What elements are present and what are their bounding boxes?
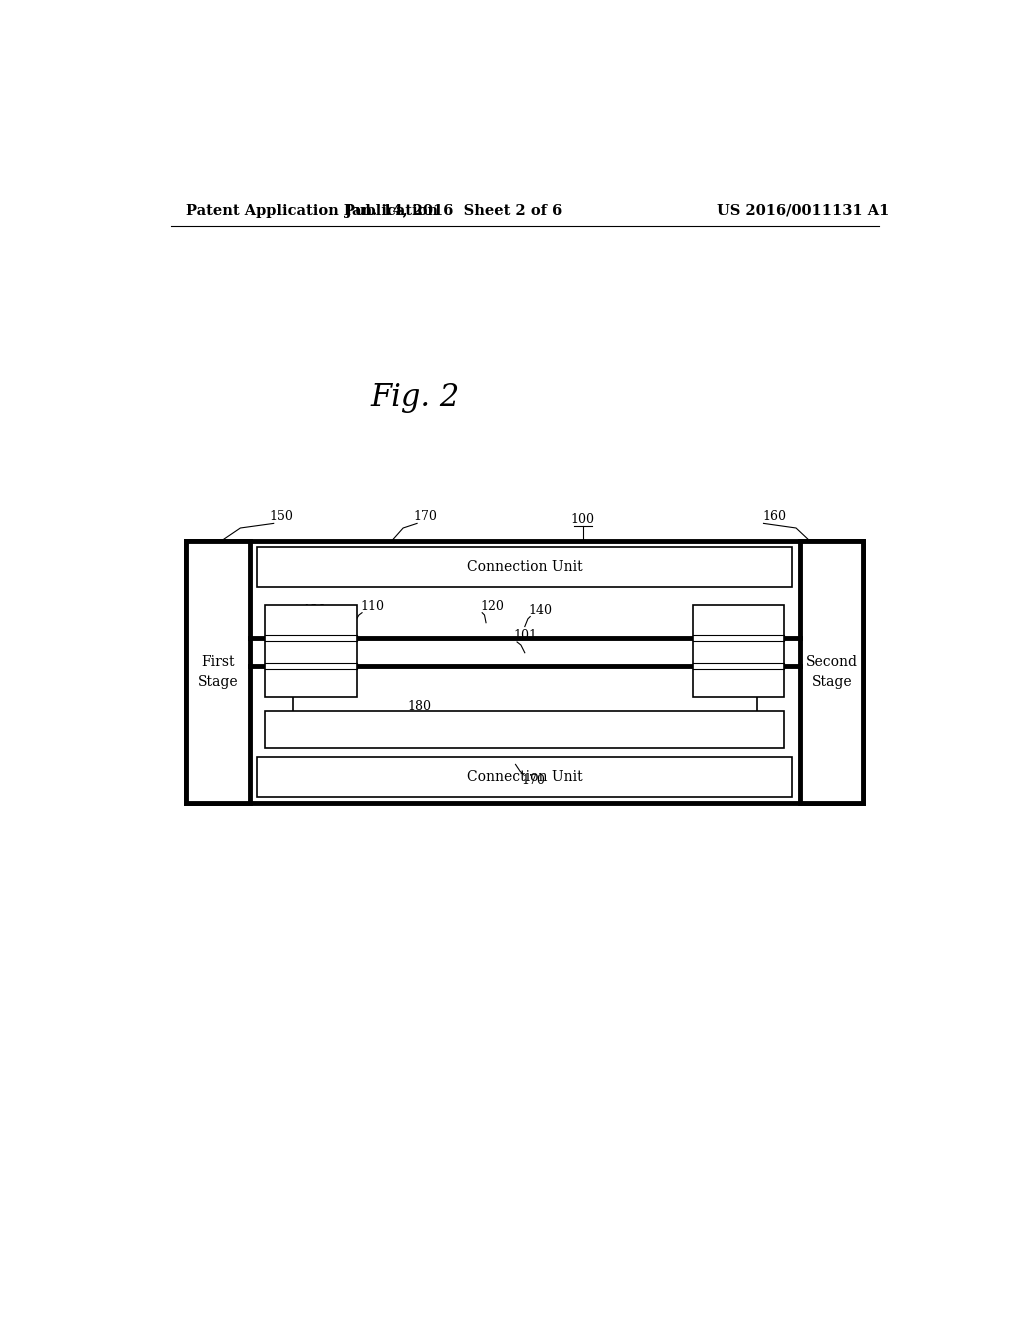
Text: Second
Stage: Second Stage xyxy=(806,655,858,689)
Text: Fig. 2: Fig. 2 xyxy=(370,381,460,413)
Text: 130: 130 xyxy=(302,603,327,616)
Text: First
Stage: First Stage xyxy=(198,655,239,689)
Bar xyxy=(265,711,784,748)
Text: Second
Structure: Second Structure xyxy=(705,634,773,668)
Text: 170: 170 xyxy=(521,775,546,788)
Bar xyxy=(186,541,250,803)
Bar xyxy=(265,605,356,697)
Text: 120: 120 xyxy=(480,599,505,612)
Text: 180: 180 xyxy=(407,700,431,713)
Text: First
Structure: First Structure xyxy=(276,634,345,668)
Text: Connection Unit: Connection Unit xyxy=(467,770,583,784)
Text: 140: 140 xyxy=(528,603,553,616)
Text: 110: 110 xyxy=(360,599,384,612)
Text: 150: 150 xyxy=(270,511,294,524)
Text: 100: 100 xyxy=(571,513,595,527)
Text: 101: 101 xyxy=(513,628,538,642)
Bar xyxy=(257,548,793,587)
Text: 160: 160 xyxy=(762,511,786,524)
Bar xyxy=(257,756,793,797)
Bar xyxy=(800,541,863,803)
Text: US 2016/0011131 A1: US 2016/0011131 A1 xyxy=(717,203,890,218)
Text: Connection Unit: Connection Unit xyxy=(467,560,583,574)
Bar xyxy=(186,541,863,803)
Text: 170: 170 xyxy=(414,511,437,524)
Text: Jan. 14, 2016  Sheet 2 of 6: Jan. 14, 2016 Sheet 2 of 6 xyxy=(345,203,562,218)
Text: Measuring Unit: Measuring Unit xyxy=(469,723,581,737)
Text: Patent Application Publication: Patent Application Publication xyxy=(186,203,438,218)
Bar xyxy=(693,605,784,697)
